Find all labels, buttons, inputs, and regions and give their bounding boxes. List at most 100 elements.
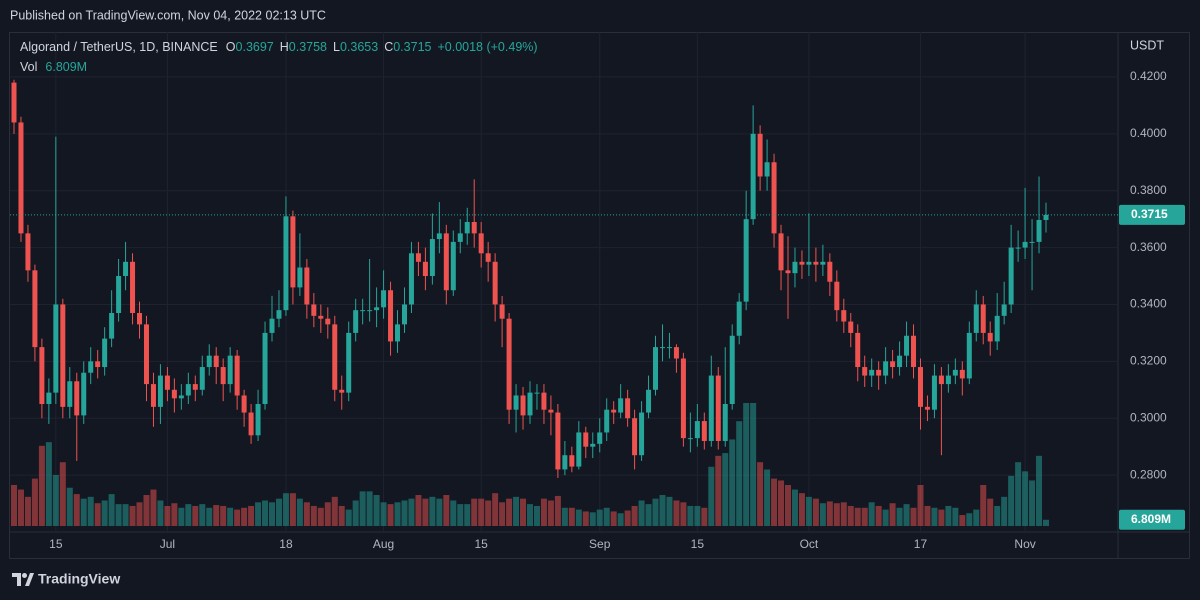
candle-body bbox=[67, 381, 73, 407]
volume-pane bbox=[11, 403, 1049, 526]
volume-bar bbox=[603, 507, 610, 526]
volume-bar bbox=[38, 445, 45, 526]
volume-bar bbox=[547, 500, 554, 526]
volume-bar bbox=[764, 469, 771, 526]
volume-bar bbox=[715, 455, 722, 526]
candle-body bbox=[269, 318, 275, 333]
volume-bar bbox=[987, 498, 994, 526]
candle-body bbox=[401, 304, 407, 325]
candle-body bbox=[311, 304, 317, 316]
candle-body bbox=[443, 233, 449, 291]
volume-bar bbox=[910, 507, 917, 526]
volume-bar bbox=[485, 500, 492, 526]
volume-bar bbox=[791, 489, 798, 526]
candle-body bbox=[597, 432, 603, 444]
candle-body bbox=[150, 384, 156, 407]
y-tick-label: 0.4200 bbox=[1130, 69, 1167, 83]
volume-bar bbox=[694, 505, 701, 526]
candle-body bbox=[429, 239, 435, 277]
candle-body bbox=[130, 261, 136, 314]
volume-bar bbox=[80, 498, 87, 526]
candle-body bbox=[680, 358, 686, 439]
volume-bar bbox=[359, 491, 366, 526]
volume-bar bbox=[638, 500, 645, 526]
candle-body bbox=[590, 443, 596, 447]
candle-body bbox=[213, 355, 219, 368]
candle-body bbox=[346, 332, 352, 393]
volume-bar bbox=[889, 503, 896, 526]
candle-body bbox=[611, 409, 617, 413]
volume-bar bbox=[185, 504, 192, 526]
volume-bar bbox=[757, 462, 764, 526]
volume-bar bbox=[589, 512, 596, 526]
candle-body bbox=[388, 290, 394, 342]
volume-bar bbox=[241, 507, 248, 526]
candle-body bbox=[806, 261, 812, 265]
candle-body bbox=[499, 304, 505, 319]
candle-body bbox=[241, 395, 247, 413]
volume-bar bbox=[178, 507, 185, 526]
x-tick-label: Nov bbox=[1014, 537, 1035, 551]
volume-bar bbox=[966, 513, 973, 526]
volume-bar bbox=[540, 498, 547, 526]
volume-bar bbox=[282, 493, 289, 526]
last-price-label: 0.3715 bbox=[1131, 207, 1168, 221]
candles bbox=[10, 79, 1118, 478]
candle-body bbox=[694, 421, 700, 439]
volume-bar bbox=[673, 500, 680, 526]
y-tick-label: 0.3600 bbox=[1130, 240, 1167, 254]
candle-body bbox=[938, 375, 944, 385]
x-tick-label: Oct bbox=[800, 537, 819, 551]
candle-body bbox=[137, 313, 143, 325]
candle-body bbox=[778, 233, 784, 271]
open-value: 0.3697 bbox=[236, 40, 274, 54]
candle-body bbox=[911, 335, 917, 368]
ohlc-prefix: L bbox=[333, 40, 340, 54]
volume-bar bbox=[345, 509, 352, 526]
candle-body bbox=[959, 369, 965, 379]
volume-bar bbox=[652, 498, 659, 526]
volume-bar bbox=[499, 502, 506, 526]
candle-body bbox=[862, 367, 868, 376]
candle-body bbox=[199, 367, 205, 390]
candle-body bbox=[897, 355, 903, 368]
volume-bar bbox=[903, 504, 910, 526]
candle-body bbox=[673, 347, 679, 359]
volume-bar bbox=[945, 505, 952, 526]
logo-shape bbox=[12, 573, 21, 586]
volume-bar bbox=[317, 507, 324, 526]
candle-body bbox=[360, 310, 366, 312]
candle-body bbox=[53, 304, 59, 393]
change-value: +0.0018 (+0.49%) bbox=[437, 40, 537, 54]
volume-bar bbox=[680, 502, 687, 526]
volume-bar bbox=[708, 466, 715, 526]
y-tick-label: 0.2800 bbox=[1130, 467, 1167, 481]
candle-body bbox=[1015, 247, 1021, 249]
volume-bar bbox=[457, 504, 464, 526]
candle-body bbox=[492, 261, 498, 305]
volume-bar bbox=[24, 496, 31, 526]
candle-body bbox=[1022, 241, 1028, 248]
candle-body bbox=[116, 276, 122, 314]
volume-bar bbox=[422, 498, 429, 526]
price-axis-unit: USDT bbox=[1130, 38, 1164, 52]
volume-bar bbox=[227, 507, 234, 526]
volume-bar bbox=[87, 496, 94, 526]
volume-bar bbox=[554, 495, 561, 526]
candle-body bbox=[450, 241, 456, 291]
volume-bar bbox=[624, 510, 631, 526]
candle-body bbox=[848, 321, 854, 333]
volume-bar bbox=[575, 509, 582, 526]
candle-body bbox=[123, 261, 129, 277]
candle-body bbox=[869, 369, 875, 376]
candle-body bbox=[18, 122, 24, 234]
y-tick-label: 0.3400 bbox=[1130, 297, 1167, 311]
candle-body bbox=[876, 369, 882, 376]
volume-bar bbox=[401, 500, 408, 526]
y-tick-label: 0.3000 bbox=[1130, 410, 1167, 424]
volume-bar bbox=[338, 505, 345, 526]
candle-body bbox=[799, 261, 805, 265]
candle-body bbox=[255, 404, 261, 436]
volume-bar bbox=[917, 485, 924, 526]
candle-body bbox=[820, 261, 826, 265]
